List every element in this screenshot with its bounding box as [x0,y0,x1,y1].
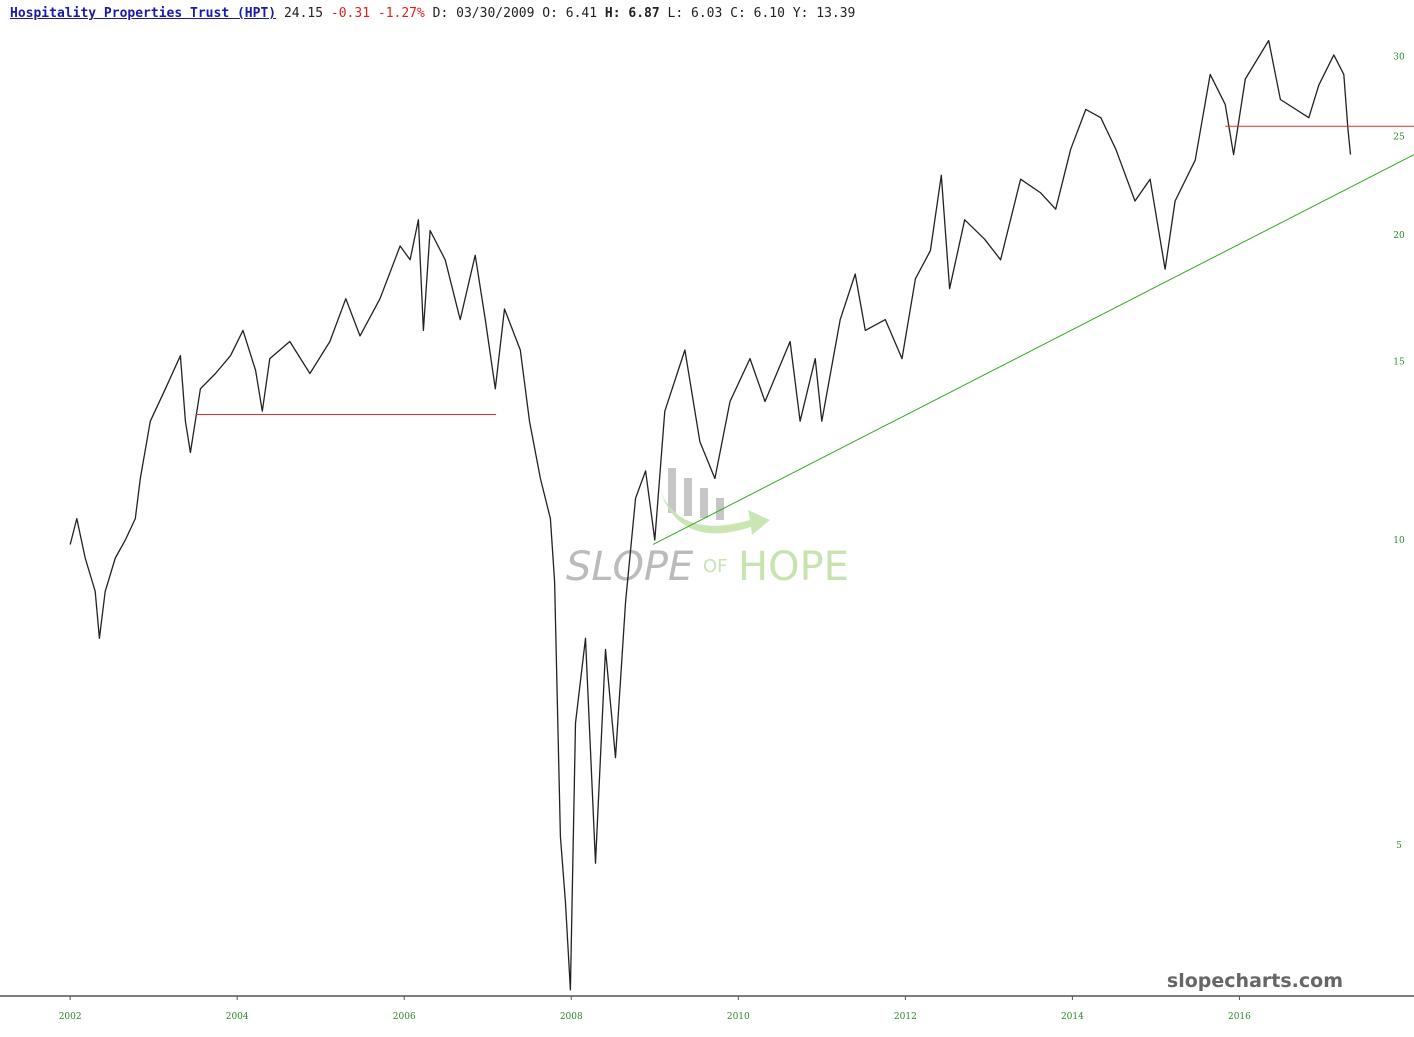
change: -0.31 [330,6,371,21]
last-price: 24.15 [283,6,324,21]
watermark [660,468,770,535]
y-tick-label: 20 [1393,231,1405,241]
x-tick-label: 2012 [894,1012,917,1022]
ticker-title[interactable]: Hospitality Properties Trust (HPT) [10,6,277,21]
field-label: H: [604,6,621,21]
watermark-bar [716,498,724,520]
watermark-arrow [660,490,770,535]
watermark-hope: HOPE [738,544,849,590]
field-label: C: [730,6,746,21]
y-tick-label: 10 [1393,536,1405,546]
field-value: 6.10 [753,6,785,21]
footer: slopecharts.com [1167,970,1343,992]
field-label: L: [667,6,684,21]
y-tick-label: 30 [1393,52,1405,62]
watermark-of: OF [703,556,728,577]
field-label: D: [432,6,449,21]
x-tick-label: 2006 [393,1012,416,1022]
watermark-bar [700,488,708,518]
x-tick-label: 2002 [59,1012,82,1022]
x-tick-label: 2016 [1228,1012,1251,1022]
field-value: 13.39 [816,6,856,21]
y-tick-label: 25 [1393,133,1405,143]
field-label: O: [542,6,558,21]
change-pct: -1.27% [377,6,425,21]
watermark-bar [684,478,692,516]
y-tick-label: 15 [1393,358,1405,368]
header: Hospitality Properties Trust (HPT) 24.15… [10,6,855,21]
trend-line [652,154,1414,545]
ohlc-fields: D: 03/30/2009 O: 6.41 H: 6.87 L: 6.03 C:… [425,6,856,21]
field-value: 6.41 [565,6,598,21]
x-tick-label: 2010 [727,1012,750,1022]
x-tick-label: 2014 [1061,1012,1084,1022]
watermark-bar [668,468,676,513]
field-value: 6.03 [691,6,723,21]
y-tick-label: 5 [1396,841,1402,851]
field-value: 6.87 [628,6,660,21]
x-tick-label: 2004 [226,1012,249,1022]
x-tick-label: 2008 [560,1012,583,1022]
field-value: 03/30/2009 [456,6,535,21]
price-line [69,39,1352,991]
field-label: Y: [792,6,809,21]
